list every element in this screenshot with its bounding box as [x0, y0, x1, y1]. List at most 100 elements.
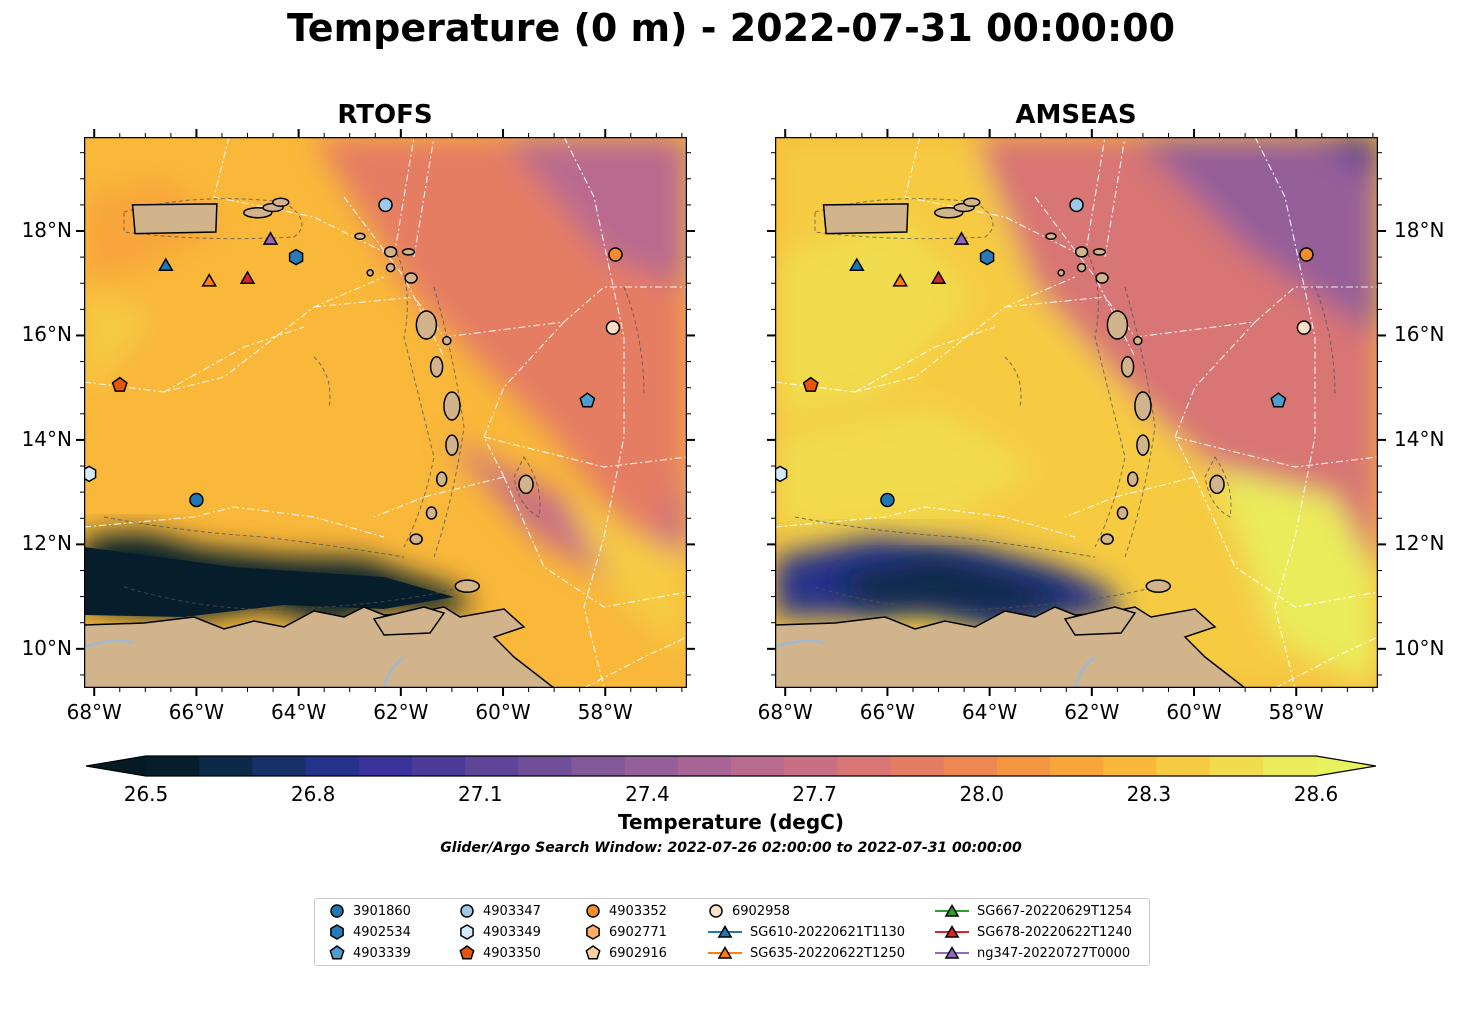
marker-4903347: [460, 904, 474, 918]
marker-SG610-20220621T1130: [157, 257, 174, 271]
legend-item: 4903352: [585, 903, 667, 919]
colorbar-swatch: [1156, 756, 1211, 776]
lat-tick-label: 14°N: [1394, 426, 1445, 451]
marker-3901860: [189, 492, 204, 508]
puerto-rico: [822, 203, 909, 235]
colorbar-swatch: [1209, 756, 1264, 776]
lon-tick-label: 66°W: [859, 700, 916, 724]
marker-SG667-20220629T1254: [944, 904, 960, 917]
islands: [131, 197, 534, 593]
legend-marker-icon: [586, 904, 600, 918]
legend-item: 4903349: [459, 924, 541, 940]
marker-4903352: [608, 247, 623, 262]
lon-tick-label: 64°W: [271, 700, 327, 724]
colorbar-under-extend: [86, 756, 146, 776]
marker-6902916: [585, 945, 601, 960]
legend-marker-icon: [935, 904, 969, 917]
marker-3901860: [330, 904, 344, 918]
legend-item: 4903350: [459, 945, 541, 961]
marker-6902771: [586, 924, 600, 940]
legend-label: 6902771: [609, 924, 667, 940]
legend-item: SG635-20220622T1250: [708, 945, 905, 961]
colorbar-swatch: [146, 756, 200, 776]
colorbar-swatch: [1262, 756, 1317, 776]
colorbar-over-extend: [1316, 756, 1376, 776]
legend-marker-icon: [709, 904, 723, 918]
lon-tick-label: 66°W: [168, 700, 225, 724]
legend-marker-icon: [330, 924, 344, 940]
eez-boundaries: [775, 137, 1378, 688]
colorbar-tick-label: 27.7: [792, 782, 837, 806]
lon-tick-label: 58°W: [1268, 700, 1324, 724]
panel-title-rtofs: RTOFS: [337, 100, 433, 130]
search-window-text: Glider/Argo Search Window: 2022-07-26 02…: [440, 840, 1022, 856]
marker-4902534: [330, 924, 344, 940]
marker-SG635-20220622T1250: [717, 946, 733, 959]
marker-4902534: [288, 248, 304, 266]
marker-4903352: [1299, 247, 1314, 262]
lon-tick-label: 64°W: [962, 700, 1018, 724]
colorbar-swatch: [784, 756, 838, 776]
marker-SG678-20220622T1240: [944, 925, 960, 938]
colorbar-tick-label: 27.1: [458, 782, 503, 806]
legend-marker-icon: [935, 925, 969, 938]
panel-title-amseas: AMSEAS: [1015, 100, 1137, 130]
marker-4903339: [1270, 392, 1287, 408]
legend-label: SG610-20220621T1130: [750, 924, 906, 940]
legend: 3901860 4902534 4903339 4903347 4903349 49033…: [314, 898, 1150, 966]
legend-marker-icon: [459, 945, 475, 960]
colorbar-tick-label: 28.6: [1293, 782, 1339, 806]
colorbar-swatch: [837, 756, 892, 776]
marker-4903352: [586, 904, 600, 918]
legend-marker-icon: [460, 904, 474, 918]
legend-label: SG635-20220622T1250: [750, 945, 906, 961]
puerto-rico: [131, 203, 218, 235]
legend-item: 6902771: [585, 924, 667, 940]
bathymetry-contours: [103, 198, 645, 610]
legend-label: 4903352: [609, 903, 667, 919]
lon-tick-label: 62°W: [1064, 700, 1120, 724]
colorbar-swatch: [518, 756, 573, 776]
legend-item: 4903339: [329, 945, 411, 961]
rivers: [84, 639, 405, 688]
rivers: [775, 639, 1096, 688]
legend-label: 4903347: [483, 903, 541, 919]
legend-marker-icon: [935, 946, 969, 959]
lat-tick-label: 10°N: [1394, 635, 1445, 660]
colorbar-swatch: [677, 756, 732, 776]
map-rtofs: [84, 137, 687, 688]
legend-label: ng347-20220727T0000: [977, 945, 1131, 961]
map-frame: [775, 137, 1378, 688]
legend-marker-icon: [708, 925, 742, 938]
colorbar-swatch: [571, 756, 626, 776]
lat-tick-label: 10°N: [21, 635, 72, 660]
lon-tick-label: 62°W: [373, 700, 429, 724]
marker-4903350: [111, 376, 128, 392]
legend-label: 6902958: [732, 903, 790, 919]
marker-ng347-20220727T0000: [262, 231, 279, 245]
marker-4903347: [378, 197, 393, 213]
marker-SG635-20220622T1250: [201, 273, 217, 287]
lon-tick-label: 60°W: [1166, 700, 1222, 724]
lon-tick-label: 58°W: [577, 700, 633, 724]
colorbar-swatch: [890, 756, 945, 776]
legend-label: 4903349: [483, 924, 541, 940]
marker-6902958: [605, 320, 621, 335]
marker-3901860: [880, 492, 895, 508]
legend-label: 3901860: [353, 903, 411, 919]
colorbar-swatch: [943, 756, 998, 776]
colorbar-swatch: [358, 756, 413, 776]
colorbar-swatch: [1050, 756, 1104, 776]
marker-4903350: [459, 945, 475, 960]
marker-SG678-20220622T1240: [930, 270, 947, 285]
legend-item: 6902916: [585, 945, 667, 961]
figure-title: Temperature (0 m) - 2022-07-31 00:00:00: [286, 6, 1176, 50]
colorbar-tick-label: 26.8: [290, 782, 336, 806]
marker-4903349: [460, 924, 474, 940]
colorbar-tick-label: 28.0: [959, 782, 1004, 806]
islands: [822, 197, 1225, 593]
marker-4903350: [802, 376, 819, 392]
legend-label: 4903350: [483, 945, 541, 961]
colorbar-swatch: [199, 756, 253, 776]
